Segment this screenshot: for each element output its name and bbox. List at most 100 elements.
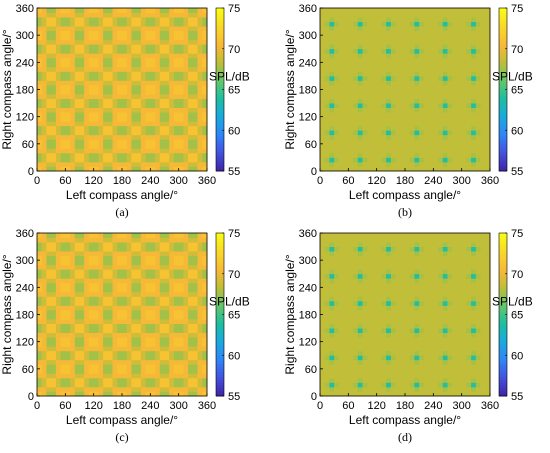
- heatmap-cell: [400, 53, 405, 58]
- heatmap-cell: [56, 135, 61, 140]
- heatmap-cell: [65, 22, 70, 27]
- heatmap-cell: [84, 17, 89, 22]
- heatmap-cell: [113, 315, 118, 320]
- heatmap-cell: [131, 44, 136, 49]
- heatmap-cell: [94, 40, 99, 45]
- heatmap-cell: [424, 139, 429, 144]
- heatmap-cell: [386, 139, 391, 144]
- heatmap-cell: [448, 121, 453, 126]
- heatmap-cell: [127, 260, 132, 265]
- heatmap-cell: [122, 22, 127, 27]
- heatmap-cell: [367, 387, 372, 392]
- heatmap-cell: [89, 35, 94, 40]
- heatmap-cell: [329, 256, 334, 261]
- heatmap-cell: [334, 22, 339, 27]
- heatmap-cell: [146, 80, 151, 85]
- heatmap-cell: [339, 44, 344, 49]
- heatmap-cell: [131, 85, 136, 90]
- heatmap-cell: [122, 103, 127, 108]
- heatmap-cell: [179, 333, 184, 338]
- heatmap-cell: [344, 53, 349, 58]
- heatmap-cell: [193, 373, 198, 378]
- heatmap-cell: [367, 351, 372, 356]
- heatmap-cell: [372, 130, 377, 135]
- heatmap-cell: [75, 242, 80, 247]
- heatmap-cell: [174, 360, 179, 365]
- heatmap-cell: [146, 26, 151, 31]
- heatmap-cell: [320, 121, 325, 126]
- heatmap-cell: [448, 13, 453, 18]
- heatmap-cell: [358, 117, 363, 122]
- heatmap-cell: [391, 373, 396, 378]
- heatmap-cell: [471, 90, 476, 95]
- heatmap-cell: [481, 67, 486, 72]
- heatmap-cell: [169, 337, 174, 342]
- heatmap-cell: [155, 112, 160, 117]
- heatmap-cell: [348, 310, 353, 315]
- heatmap-cell: [127, 242, 132, 247]
- heatmap-cell: [46, 31, 51, 36]
- heatmap-cell: [198, 76, 203, 81]
- heatmap-cell: [471, 144, 476, 149]
- heatmap-cell: [179, 99, 184, 104]
- heatmap-cell: [457, 112, 462, 117]
- heatmap-cell: [165, 315, 170, 320]
- heatmap-cell: [419, 287, 424, 292]
- heatmap-cell: [165, 233, 170, 238]
- heatmap-cell: [363, 13, 368, 18]
- heatmap-cell: [80, 144, 85, 149]
- heatmap-cell: [424, 62, 429, 67]
- heatmap-cell: [70, 62, 75, 67]
- heatmap-cell: [165, 360, 170, 365]
- heatmap-cell: [42, 319, 47, 324]
- heatmap-cell: [84, 238, 89, 243]
- heatmap-cell: [452, 35, 457, 40]
- heatmap-cell: [410, 130, 415, 135]
- heatmap-cell: [146, 242, 151, 247]
- heatmap-cell: [438, 94, 443, 99]
- y-tick-label: 240: [299, 57, 317, 69]
- heatmap-cell: [155, 121, 160, 126]
- heatmap-cell: [339, 269, 344, 274]
- heatmap-cell: [396, 310, 401, 315]
- heatmap-cell: [471, 13, 476, 18]
- heatmap-cell: [348, 373, 353, 378]
- heatmap-cell: [367, 99, 372, 104]
- heatmap-cell: [457, 148, 462, 153]
- heatmap-cell: [56, 126, 61, 131]
- heatmap-cell: [179, 301, 184, 306]
- heatmap-cell: [80, 26, 85, 31]
- heatmap-cell: [117, 373, 122, 378]
- heatmap-cell: [400, 17, 405, 22]
- heatmap-cell: [127, 85, 132, 90]
- heatmap-cell: [466, 67, 471, 72]
- heatmap-cell: [348, 135, 353, 140]
- heatmap-cell: [65, 17, 70, 22]
- y-tick-label: 120: [16, 337, 34, 349]
- heatmap-cell: [391, 360, 396, 365]
- heatmap-cell: [325, 319, 330, 324]
- heatmap-cell: [56, 301, 61, 306]
- heatmap-cell: [391, 144, 396, 149]
- heatmap-cell: [471, 53, 476, 58]
- heatmap-cell: [334, 126, 339, 131]
- heatmap-cell: [358, 260, 363, 265]
- heatmap-cell: [146, 148, 151, 153]
- heatmap-cell: [75, 328, 80, 333]
- heatmap-cell: [381, 13, 386, 18]
- heatmap-cell: [146, 117, 151, 122]
- heatmap-cell: [150, 76, 155, 81]
- heatmap-cell: [367, 76, 372, 81]
- heatmap-cell: [405, 121, 410, 126]
- heatmap-cell: [438, 13, 443, 18]
- heatmap-cell: [400, 71, 405, 76]
- heatmap-cell: [377, 157, 382, 162]
- heatmap-cell: [183, 8, 188, 13]
- heatmap-cell: [419, 67, 424, 72]
- heatmap-cell: [136, 287, 141, 292]
- heatmap-cell: [46, 90, 51, 95]
- heatmap-cell: [353, 144, 358, 149]
- heatmap-cell: [56, 94, 61, 99]
- heatmap-cell: [150, 85, 155, 90]
- heatmap-cell: [165, 85, 170, 90]
